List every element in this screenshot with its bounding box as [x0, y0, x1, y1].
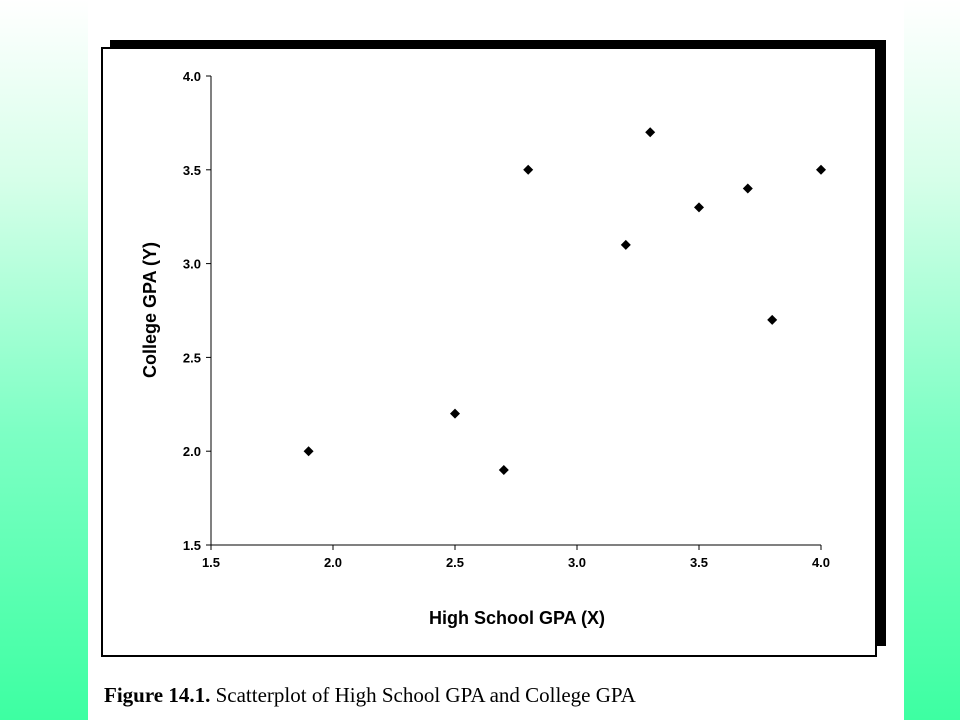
data-point [620, 239, 631, 250]
y-tick-label: 1.5 [183, 538, 201, 553]
y-tick-label: 3.0 [183, 257, 201, 272]
chart-axes [210, 76, 821, 546]
data-point [816, 164, 826, 175]
x-tick-label: 3.0 [568, 555, 586, 570]
y-axis-ticks: 1.5 2.0 2.5 3.0 3.5 4.0 [183, 69, 211, 553]
x-axis-title: High School GPA (X) [429, 608, 605, 628]
figure-caption: Figure 14.1. Scatterplot of High School … [104, 683, 864, 708]
x-tick-label: 2.0 [324, 555, 342, 570]
data-point [742, 183, 753, 194]
data-point [694, 202, 704, 213]
figure-frame [101, 47, 877, 657]
x-tick-label: 2.5 [446, 555, 464, 570]
x-tick-label: 1.5 [202, 555, 220, 570]
data-point [303, 446, 314, 457]
y-tick-label: 3.5 [183, 163, 201, 178]
data-points [303, 127, 826, 475]
x-tick-label: 3.5 [690, 555, 708, 570]
y-tick-label: 2.5 [183, 350, 201, 365]
figure-label: Figure 14.1. [104, 683, 211, 707]
x-axis-ticks: 1.5 2.0 2.5 3.0 3.5 4.0 [202, 545, 830, 570]
y-axis-title: College GPA (Y) [140, 242, 160, 378]
data-point [645, 127, 656, 138]
data-point [450, 408, 460, 419]
x-tick-label: 4.0 [812, 555, 830, 570]
data-point [523, 164, 534, 175]
data-point [498, 464, 509, 475]
y-tick-label: 2.0 [183, 444, 201, 459]
data-point [767, 314, 778, 325]
caption-text: Scatterplot of High School GPA and Colle… [210, 683, 636, 707]
y-tick-label: 4.0 [183, 69, 201, 84]
